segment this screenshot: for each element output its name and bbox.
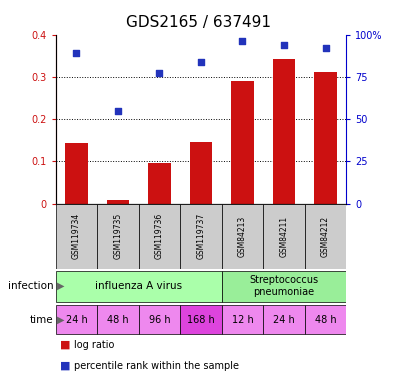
Text: GSM119736: GSM119736 [155,213,164,259]
Bar [305,204,346,269]
Bar [56,271,222,302]
Text: infection: infection [8,281,54,291]
Bar [273,59,295,204]
Point [73,50,80,56]
Bar [263,204,305,269]
Bar [65,143,88,204]
Point [198,58,204,65]
Text: GDS2165 / 637491: GDS2165 / 637491 [127,15,271,30]
Bar [305,305,346,334]
Text: GSM119737: GSM119737 [197,213,205,259]
Bar [139,204,180,269]
Bar [180,305,222,334]
Bar [97,204,139,269]
Bar [107,200,129,204]
Text: GSM119735: GSM119735 [113,213,123,259]
Text: 24 h: 24 h [273,314,295,325]
Text: 24 h: 24 h [66,314,87,325]
Text: 168 h: 168 h [187,314,215,325]
Bar [231,81,254,204]
Bar [222,305,263,334]
Bar [222,271,346,302]
Text: GSM84211: GSM84211 [279,215,289,257]
Point [322,45,329,51]
Point [239,38,246,45]
Bar [56,305,97,334]
Text: GSM119734: GSM119734 [72,213,81,259]
Bar [180,204,222,269]
Text: ■: ■ [60,361,70,371]
Text: log ratio: log ratio [74,340,114,350]
Point [115,108,121,114]
Text: ■: ■ [60,340,70,350]
Text: GSM84212: GSM84212 [321,215,330,257]
Point [156,70,163,76]
Text: 48 h: 48 h [315,314,336,325]
Point [281,41,287,48]
Text: 48 h: 48 h [107,314,129,325]
Bar [222,204,263,269]
Bar [97,305,139,334]
Text: 96 h: 96 h [149,314,170,325]
Bar [56,204,97,269]
Text: GSM84213: GSM84213 [238,215,247,257]
Bar [148,164,171,204]
Text: influenza A virus: influenza A virus [95,281,182,291]
Bar [314,72,337,204]
Text: percentile rank within the sample: percentile rank within the sample [74,361,239,371]
Bar [263,305,305,334]
Text: Streptococcus
pneumoniae: Streptococcus pneumoniae [250,275,318,297]
Text: ▶: ▶ [57,281,64,291]
Text: ▶: ▶ [57,314,64,325]
Bar [189,142,213,204]
Text: time: time [30,314,54,325]
Text: 12 h: 12 h [232,314,254,325]
Bar [139,305,180,334]
